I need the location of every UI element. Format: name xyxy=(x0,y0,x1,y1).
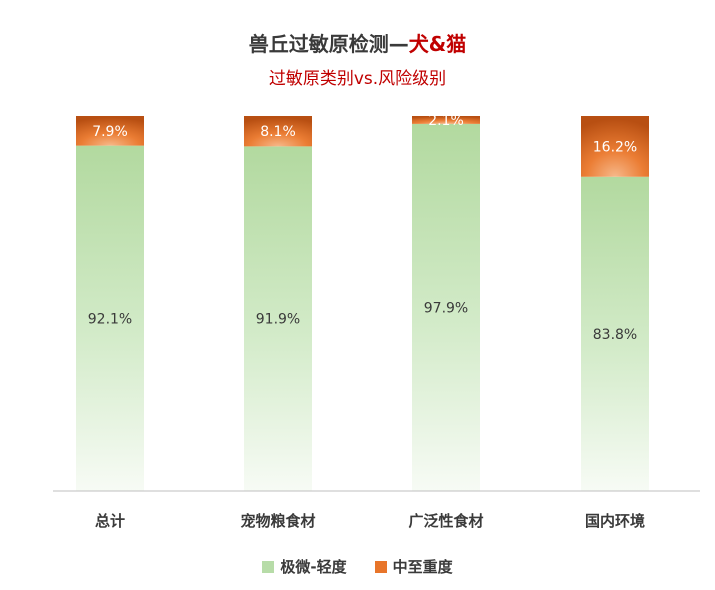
data-label-light-0: 92.1% xyxy=(88,311,132,327)
legend-item-light: 极微-轻度 xyxy=(262,556,347,577)
data-label-severe-2: 2.1% xyxy=(428,113,464,129)
data-label-severe-0: 7.9% xyxy=(92,124,128,140)
data-label-light-2: 97.9% xyxy=(424,300,468,316)
legend-item-severe: 中至重度 xyxy=(374,556,453,577)
bar-light-3 xyxy=(581,176,649,491)
chart-subtitle: 过敏原类别vs.风险级别 xyxy=(268,69,447,89)
legend: 极微-轻度 中至重度 xyxy=(0,556,715,577)
x-tick-label-3: 国内环境 xyxy=(585,512,645,530)
x-tick-label-1: 宠物粮食材 xyxy=(240,512,315,530)
chart-title-highlight: 犬&猫 xyxy=(408,32,467,56)
data-label-severe-1: 8.1% xyxy=(260,124,296,140)
data-label-light-3: 83.8% xyxy=(593,327,637,343)
bar-severe-1 xyxy=(244,116,312,147)
bar-severe-2 xyxy=(412,116,480,124)
bar-severe-3 xyxy=(581,116,649,177)
data-label-light-1: 91.9% xyxy=(256,312,300,328)
legend-label-severe: 中至重度 xyxy=(392,558,453,576)
bar-light-1 xyxy=(244,146,312,491)
legend-swatch-severe xyxy=(374,560,387,573)
x-tick-label-0: 总计 xyxy=(95,512,125,530)
legend-swatch-light xyxy=(262,560,275,573)
bar-light-2 xyxy=(412,123,480,491)
data-label-severe-3: 16.2% xyxy=(593,139,637,155)
x-tick-label-2: 广泛性食材 xyxy=(408,512,483,530)
chart-title-main: 兽丘过敏原检测— xyxy=(248,32,409,56)
legend-label-light: 极微-轻度 xyxy=(280,558,347,576)
chart-title: 兽丘过敏原检测—犬&猫 xyxy=(0,28,715,57)
bar-light-0 xyxy=(76,145,144,491)
bar-severe-0 xyxy=(76,116,144,146)
